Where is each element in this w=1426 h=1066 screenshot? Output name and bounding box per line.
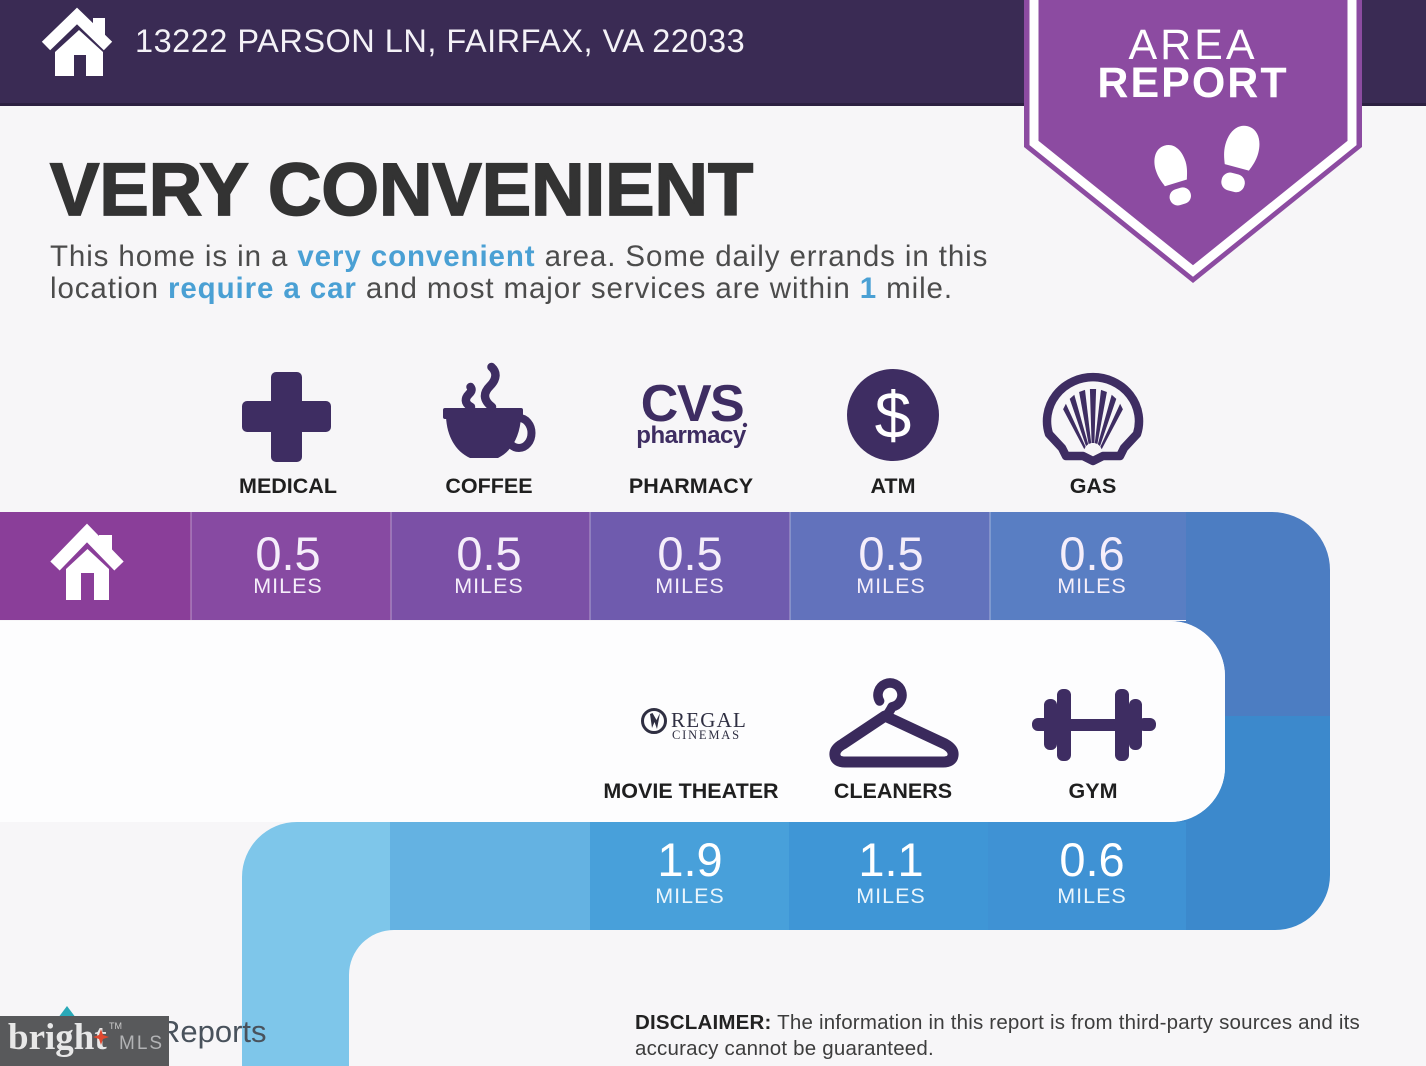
svg-text:REGAL: REGAL — [671, 708, 747, 732]
svg-text:MILES: MILES — [1057, 574, 1127, 598]
svg-text:1.1: 1.1 — [858, 833, 923, 886]
svg-text:0.5: 0.5 — [255, 527, 320, 580]
svg-text:CVS: CVS — [641, 375, 743, 433]
svg-text:MILES: MILES — [1057, 884, 1127, 908]
svg-text:MILES: MILES — [655, 884, 725, 908]
svg-text:$: $ — [875, 378, 912, 452]
svg-text:GYM: GYM — [1069, 779, 1118, 803]
svg-text:COFFEE: COFFEE — [445, 474, 532, 498]
svg-text:PHARMACY: PHARMACY — [629, 474, 753, 498]
svg-text:MILES: MILES — [655, 574, 725, 598]
svg-text:MILES: MILES — [454, 574, 524, 598]
svg-text:0.5: 0.5 — [858, 527, 923, 580]
svg-text:MOVIE THEATER: MOVIE THEATER — [603, 779, 779, 803]
svg-text:REPORT: REPORT — [1097, 59, 1288, 107]
svg-text:MILES: MILES — [856, 884, 926, 908]
svg-text:MILES: MILES — [253, 574, 323, 598]
svg-text:MEDICAL: MEDICAL — [239, 474, 337, 498]
svg-text:GAS: GAS — [1070, 474, 1117, 498]
svg-text:0.6: 0.6 — [1059, 527, 1124, 580]
svg-text:pharmacy: pharmacy — [636, 422, 747, 449]
svg-text:AREA: AREA — [1128, 21, 1257, 69]
svg-text:CLEANERS: CLEANERS — [834, 779, 952, 803]
svg-text:0.5: 0.5 — [657, 527, 722, 580]
svg-text:MILES: MILES — [856, 574, 926, 598]
svg-text:0.5: 0.5 — [456, 527, 521, 580]
svg-text:CINEMAS: CINEMAS — [672, 728, 741, 742]
svg-text:0.6: 0.6 — [1059, 833, 1124, 886]
svg-text:ATM: ATM — [871, 474, 916, 498]
svg-text:1.9: 1.9 — [657, 833, 722, 886]
